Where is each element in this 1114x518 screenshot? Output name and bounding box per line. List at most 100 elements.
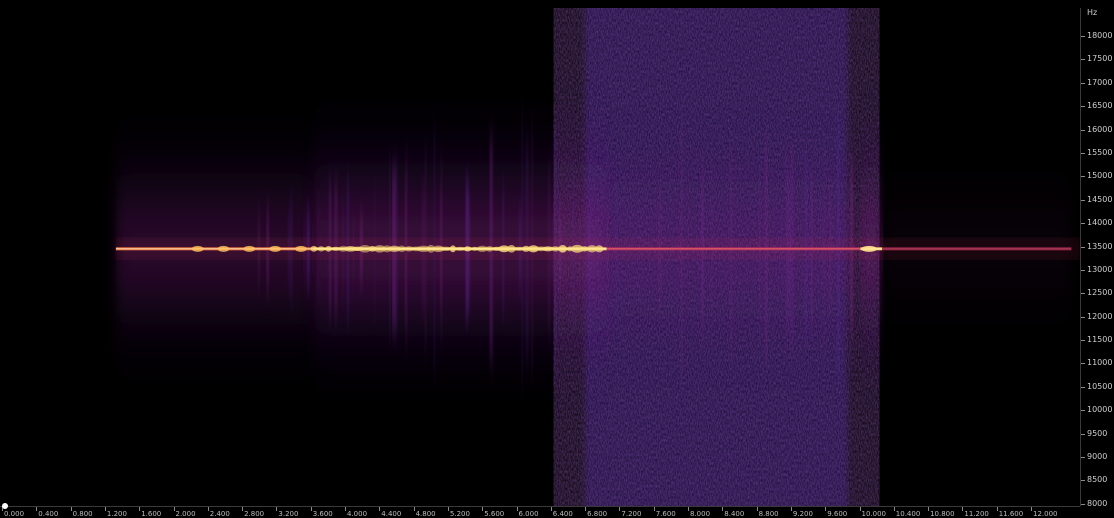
frequency-tick-label: 11000 [1087, 358, 1113, 368]
tone-hotspot [416, 245, 431, 253]
frequency-tick-mark [1081, 129, 1085, 131]
time-tick-label: 9.200 [792, 510, 813, 518]
tone-hotspot [404, 246, 414, 252]
frequency-tick-label: 13000 [1087, 264, 1113, 274]
time-tick-mark [482, 507, 484, 511]
tone-hotspot [507, 245, 516, 253]
tone-hotspot [351, 246, 364, 251]
time-tick-mark [242, 507, 244, 511]
time-tick-label: 2.800 [244, 510, 265, 518]
frequency-tick-mark [1081, 153, 1085, 154]
time-tick-label: 5.200 [449, 510, 470, 518]
time-tick-label: 4.400 [381, 510, 402, 518]
frequency-tick-label: 15000 [1087, 171, 1113, 181]
time-tick-label: 12.000 [1033, 510, 1058, 518]
tone-hotspot [498, 245, 510, 253]
tone-hotspot [550, 246, 560, 252]
frequency-tick-label: 9500 [1087, 428, 1108, 438]
frequency-tick-mark [1081, 410, 1085, 412]
tone-hotspot [411, 246, 422, 252]
time-tick-label: 4.000 [347, 510, 368, 518]
time-tick-label: 5.600 [484, 510, 505, 518]
tone-hotspot [542, 246, 554, 252]
tone-hotspot [325, 245, 332, 252]
time-tick-label: 3.200 [278, 510, 299, 518]
time-tick-mark [516, 507, 518, 511]
time-tick-label: 4.800 [415, 510, 436, 518]
tone-hotspot [331, 246, 341, 251]
time-tick-mark [928, 507, 930, 511]
time-tick-label: 8.800 [758, 510, 779, 518]
time-tick-mark [2, 507, 3, 511]
frequency-tick-label: 16000 [1087, 124, 1113, 134]
time-tick-mark [447, 507, 449, 511]
time-tick-mark [104, 507, 106, 511]
frequency-tick-mark [1081, 386, 1085, 388]
tone-line-layer [115, 243, 1080, 254]
frequency-tick-mark [1081, 503, 1085, 505]
frequency-tick-label: 10500 [1087, 381, 1113, 391]
tone-hotspot [485, 245, 494, 252]
time-tick-label: 0.800 [72, 510, 93, 518]
frequency-tick-mark [1081, 433, 1085, 435]
time-tick-label: 6.400 [552, 510, 573, 518]
time-tick-label: 1.200 [106, 510, 127, 518]
time-tick-mark [585, 507, 587, 511]
tone-pulse [191, 245, 204, 252]
tone-segment [882, 247, 1072, 251]
frequency-tick-label: 15500 [1087, 148, 1113, 157]
time-tick-label: 0.400 [38, 510, 59, 518]
time-tick-label: 2.000 [175, 510, 196, 518]
tone-hotspot [580, 246, 589, 252]
time-tick-mark [70, 507, 72, 511]
tone-hotspot [586, 245, 598, 253]
time-tick-label: 0.000 [4, 510, 25, 518]
frequency-tick-label: 14000 [1087, 218, 1113, 228]
time-tick-mark [688, 507, 689, 511]
tone-pulse [217, 245, 230, 252]
frequency-tick-mark [1081, 293, 1085, 295]
frequency-tick-mark [1081, 363, 1085, 365]
tone-core [115, 248, 314, 250]
time-tick-mark [345, 507, 346, 511]
tone-core [882, 248, 1072, 250]
time-tick-mark [722, 507, 724, 511]
time-tick-mark [790, 507, 792, 511]
time-tick-label: 11.200 [964, 510, 989, 518]
tone-pulse [243, 245, 256, 252]
tone-hotspot [426, 244, 435, 253]
frequency-tick-label: 16500 [1087, 101, 1113, 111]
tone-hotspot [558, 244, 567, 253]
tone-end-burst [861, 245, 878, 252]
time-tick-label: 6.000 [518, 510, 539, 518]
tone-hotspot [388, 245, 401, 252]
time-tick-label: 7.200 [621, 510, 642, 518]
frequency-tick-mark [1081, 480, 1085, 482]
frequency-tick-label: 8500 [1087, 475, 1108, 485]
spectrogram-panel[interactable] [4, 8, 1080, 506]
time-tick-mark [1031, 507, 1032, 511]
frequency-tick-mark [1081, 246, 1085, 248]
time-tick-label: 8.000 [690, 510, 711, 518]
tone-hotspot [521, 245, 531, 252]
time-tick-label: 3.600 [312, 510, 333, 518]
frequency-tick-label: 18000 [1087, 31, 1113, 41]
tone-hotspot [570, 244, 584, 253]
time-tick-mark [756, 507, 758, 511]
tone-hotspot [439, 246, 452, 252]
time-tick-mark [893, 507, 895, 511]
time-tick-mark [173, 507, 175, 511]
tone-hotspot [471, 246, 478, 251]
time-tick-mark [962, 507, 964, 511]
playhead-marker[interactable] [2, 503, 8, 509]
tone-pulse [294, 245, 307, 252]
frequency-tick-label: 17000 [1087, 77, 1113, 87]
frequency-axis: Hz 8000 8500 9000 9500 10000 10500 11000 11500 1… [1080, 8, 1114, 508]
tone-hotspot [310, 245, 318, 252]
frequency-tick-label: 9000 [1087, 451, 1108, 461]
time-tick-label: 10.800 [930, 510, 955, 518]
time-tick-mark [550, 507, 552, 511]
frequency-tick-label: 8000 [1087, 498, 1108, 508]
tone-hotspot [463, 246, 472, 252]
